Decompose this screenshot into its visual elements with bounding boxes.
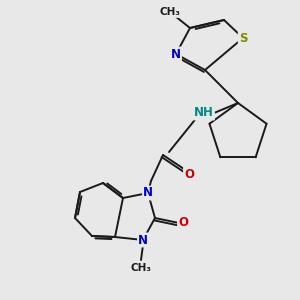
Text: S: S — [239, 32, 247, 44]
Text: N: N — [138, 233, 148, 247]
Text: CH₃: CH₃ — [160, 7, 181, 17]
Text: NH: NH — [194, 106, 214, 119]
Text: N: N — [143, 187, 153, 200]
Text: O: O — [178, 217, 188, 230]
Text: N: N — [171, 47, 181, 61]
Text: CH₃: CH₃ — [130, 263, 152, 273]
Text: O: O — [184, 167, 194, 181]
